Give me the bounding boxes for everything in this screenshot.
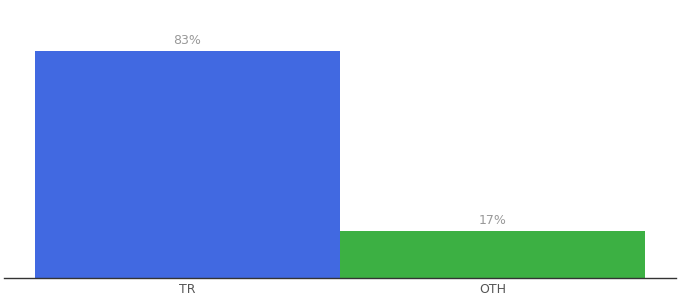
Text: 17%: 17% [479, 214, 507, 227]
Text: 83%: 83% [173, 34, 201, 46]
Bar [35, 51, 340, 278]
Bar [340, 231, 645, 278]
